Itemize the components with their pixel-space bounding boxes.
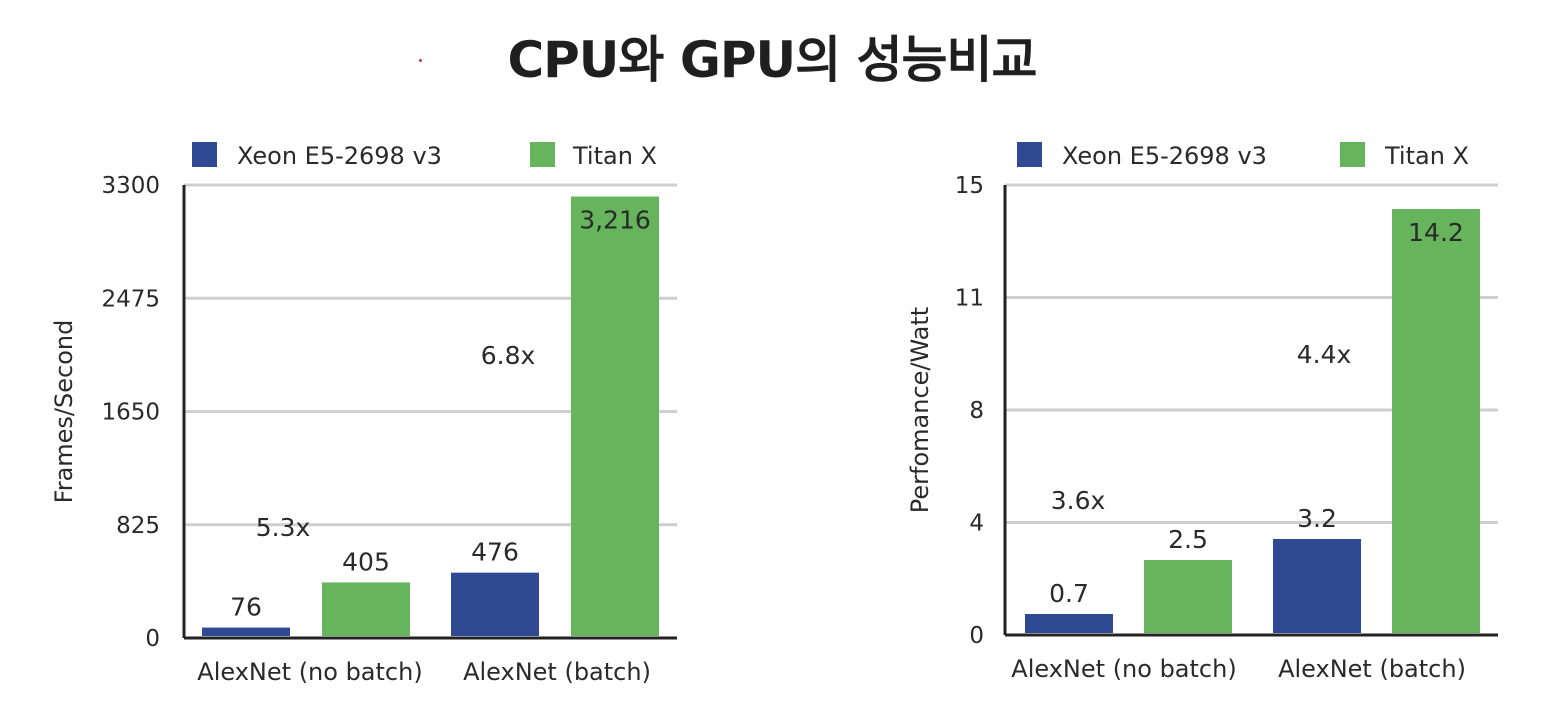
page-title: CPU와 GPU의 성능비교	[507, 31, 1037, 89]
y-tick-label: 15	[955, 173, 984, 199]
data-label: 3.2	[1297, 504, 1337, 533]
y-tick-label: 2475	[101, 286, 160, 312]
legend-swatch	[1017, 142, 1042, 167]
legend-label: Xeon E5-2698 v3	[237, 142, 442, 170]
x-tick-label: AlexNet (no batch)	[197, 658, 422, 686]
data-label: 405	[342, 547, 390, 576]
bar	[322, 582, 410, 636]
y-tick-label: 11	[955, 286, 984, 312]
data-label: 0.7	[1049, 579, 1089, 608]
bar	[451, 572, 539, 636]
y-tick-label: 3300	[101, 173, 160, 199]
bar	[1025, 614, 1113, 633]
y-tick-label: 0	[969, 623, 984, 649]
legend-swatch	[192, 142, 217, 167]
legend-swatch	[1340, 142, 1365, 167]
data-label: 2.5	[1168, 525, 1208, 554]
legend-label: Xeon E5-2698 v3	[1062, 142, 1267, 170]
x-tick-label: AlexNet (no batch)	[1011, 655, 1236, 683]
y-tick-label: 825	[116, 513, 160, 539]
red-dot-mark	[419, 59, 422, 62]
legend-label: Titan X	[572, 142, 657, 170]
speedup-annotation: 4.4x	[1297, 340, 1352, 369]
x-tick-label: AlexNet (batch)	[1278, 655, 1466, 683]
y-tick-label: 8	[969, 398, 984, 424]
y-tick-label: 4	[969, 511, 984, 537]
data-label: 76	[230, 593, 262, 622]
bar	[202, 627, 290, 636]
data-label: 14.2	[1408, 218, 1464, 247]
data-label: 3,216	[579, 206, 651, 235]
x-tick-label: AlexNet (batch)	[463, 658, 651, 686]
bar	[1392, 209, 1480, 633]
bar	[1273, 539, 1361, 633]
y-tick-label: 1650	[101, 400, 160, 426]
y-axis-label: Perfomance/Watt	[906, 307, 934, 513]
bar	[1144, 560, 1232, 633]
data-label: 476	[471, 538, 519, 567]
legend-swatch	[530, 142, 555, 167]
speedup-annotation: 6.8x	[481, 341, 536, 370]
bar	[571, 196, 659, 636]
y-axis-label: Frames/Second	[50, 320, 78, 504]
speedup-annotation: 3.6x	[1051, 486, 1106, 515]
speedup-annotation: 5.3x	[256, 513, 311, 542]
legend-label: Titan X	[1384, 142, 1469, 170]
y-tick-label: 0	[145, 626, 160, 652]
